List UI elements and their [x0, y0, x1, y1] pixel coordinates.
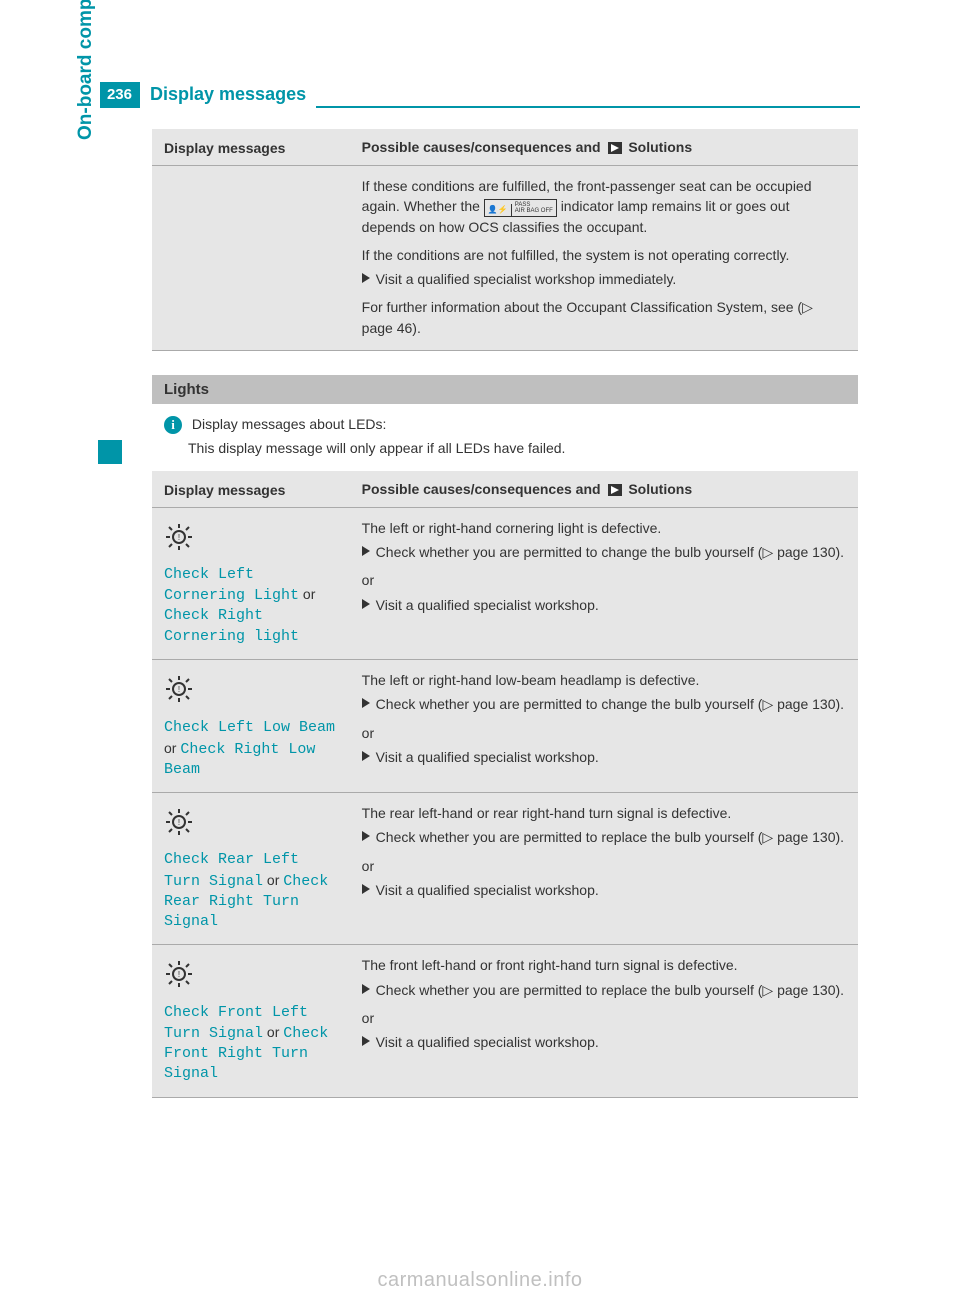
- info-text: This display message will only appear if…: [188, 438, 846, 458]
- msg-cell-left: ! Check Left Cornering Light or Check Ri…: [152, 507, 350, 659]
- page-title: Display messages: [140, 80, 316, 109]
- bulb-warning-icon: !: [164, 807, 194, 842]
- side-tab-label: On-board computer and displays: [75, 0, 97, 140]
- msg-cell-left: [152, 166, 350, 351]
- header-prefix: Possible causes/consequences and: [362, 139, 605, 155]
- bulb-warning-icon: !: [164, 959, 194, 994]
- msg-cell-right: The left or right-hand low-beam headlamp…: [350, 659, 858, 792]
- page-header: 236 Display messages: [100, 80, 860, 109]
- bullet-icon: [362, 751, 370, 761]
- bulb-warning-icon: !: [164, 674, 194, 709]
- bullet-icon: [362, 1036, 370, 1046]
- info-icon: i: [164, 416, 182, 434]
- top-messages-table: Display messages Possible causes/consequ…: [152, 129, 858, 351]
- msg-cell-left: ! Check Rear Left Turn Signal or Check R…: [152, 793, 350, 945]
- bullet-icon: [362, 984, 370, 994]
- description: The left or right-hand cornering light i…: [362, 518, 846, 538]
- bullet-item: Check whether you are permitted to repla…: [362, 980, 846, 1000]
- bullet-icon: [362, 273, 370, 283]
- bullet-item: Visit a qualified specialist workshop.: [362, 595, 846, 615]
- msg-cell-left: ! Check Front Left Turn Signal or Check …: [152, 945, 350, 1097]
- col-header-right: Possible causes/consequences and Solutio…: [350, 471, 858, 508]
- description: The rear left-hand or rear right-hand tu…: [362, 803, 846, 823]
- display-message-code: Check Front Left Turn Signal or Check Fr…: [164, 1003, 338, 1085]
- svg-text:!: !: [178, 970, 180, 979]
- bullet-icon: [362, 546, 370, 556]
- col-header-left: Display messages: [152, 471, 350, 508]
- or-line: or: [362, 570, 846, 590]
- solutions-icon: [608, 141, 622, 157]
- svg-text:!: !: [178, 818, 180, 827]
- paragraph: If the conditions are not fulfilled, the…: [362, 245, 846, 265]
- display-message-code: Check Rear Left Turn Signal or Check Rea…: [164, 850, 338, 932]
- paragraph: If these conditions are fulfilled, the f…: [362, 176, 846, 237]
- bullet-item: Check whether you are permitted to repla…: [362, 827, 846, 847]
- header-suffix: Solutions: [628, 481, 692, 497]
- svg-text:!: !: [178, 685, 180, 694]
- info-label: Display messages about LEDs:: [192, 416, 387, 432]
- watermark: carmanualsonline.info: [0, 1269, 960, 1292]
- solutions-icon: [608, 483, 622, 499]
- airbag-indicator-icon: 👤⚡PASSAIR BAG OFF: [484, 199, 557, 217]
- page-content: 236 Display messages Display messages Po…: [100, 80, 860, 1098]
- bullet-icon: [362, 884, 370, 894]
- paragraph: For further information about the Occupa…: [362, 297, 846, 338]
- description: The front left-hand or front right-hand …: [362, 955, 846, 975]
- bullet-icon: [362, 831, 370, 841]
- table-row: If these conditions are fulfilled, the f…: [152, 166, 858, 351]
- page-number: 236: [100, 82, 140, 107]
- msg-cell-right: The rear left-hand or rear right-hand tu…: [350, 793, 858, 945]
- table-row: ! Check Left Low Beam or Check Right Low…: [152, 659, 858, 792]
- text: Visit a qualified specialist workshop im…: [376, 271, 677, 287]
- bullet-item: Visit a qualified specialist workshop.: [362, 880, 846, 900]
- msg-cell-right: The front left-hand or front right-hand …: [350, 945, 858, 1097]
- header-suffix: Solutions: [628, 139, 692, 155]
- bulb-warning-icon: !: [164, 522, 194, 557]
- msg-cell-left: ! Check Left Low Beam or Check Right Low…: [152, 659, 350, 792]
- header-prefix: Possible causes/consequences and: [362, 481, 605, 497]
- bullet-item: Visit a qualified specialist workshop.: [362, 1032, 846, 1052]
- bullet-icon: [362, 698, 370, 708]
- table-row: ! Check Rear Left Turn Signal or Check R…: [152, 793, 858, 945]
- table-header-row: Display messages Possible causes/consequ…: [152, 129, 858, 166]
- display-message-code: Check Left Cornering Light or Check Righ…: [164, 565, 338, 647]
- bullet-item: Visit a qualified specialist workshop im…: [362, 269, 846, 289]
- table-header-row: Display messages Possible causes/consequ…: [152, 471, 858, 508]
- msg-cell-right: If these conditions are fulfilled, the f…: [350, 166, 858, 351]
- table-row: ! Check Left Cornering Light or Check Ri…: [152, 507, 858, 659]
- col-header-right: Possible causes/consequences and Solutio…: [350, 129, 858, 166]
- info-block: i Display messages about LEDs: This disp…: [152, 404, 858, 471]
- bullet-item: Check whether you are permitted to chang…: [362, 694, 846, 714]
- msg-cell-right: The left or right-hand cornering light i…: [350, 507, 858, 659]
- svg-text:!: !: [178, 533, 180, 542]
- table-row: ! Check Front Left Turn Signal or Check …: [152, 945, 858, 1097]
- section-header-lights: Lights: [152, 375, 858, 404]
- lights-messages-table: Display messages Possible causes/consequ…: [152, 471, 858, 1098]
- or-line: or: [362, 723, 846, 743]
- side-tab-box: [98, 440, 122, 464]
- bullet-item: Check whether you are permitted to chang…: [362, 542, 846, 562]
- col-header-left: Display messages: [152, 129, 350, 166]
- bullet-item: Visit a qualified specialist workshop.: [362, 747, 846, 767]
- or-line: or: [362, 1008, 846, 1028]
- or-line: or: [362, 856, 846, 876]
- main-content: Display messages Possible causes/consequ…: [152, 129, 858, 1098]
- display-message-code: Check Left Low Beam or Check Right Low B…: [164, 717, 338, 780]
- description: The left or right-hand low-beam headlamp…: [362, 670, 846, 690]
- bullet-icon: [362, 599, 370, 609]
